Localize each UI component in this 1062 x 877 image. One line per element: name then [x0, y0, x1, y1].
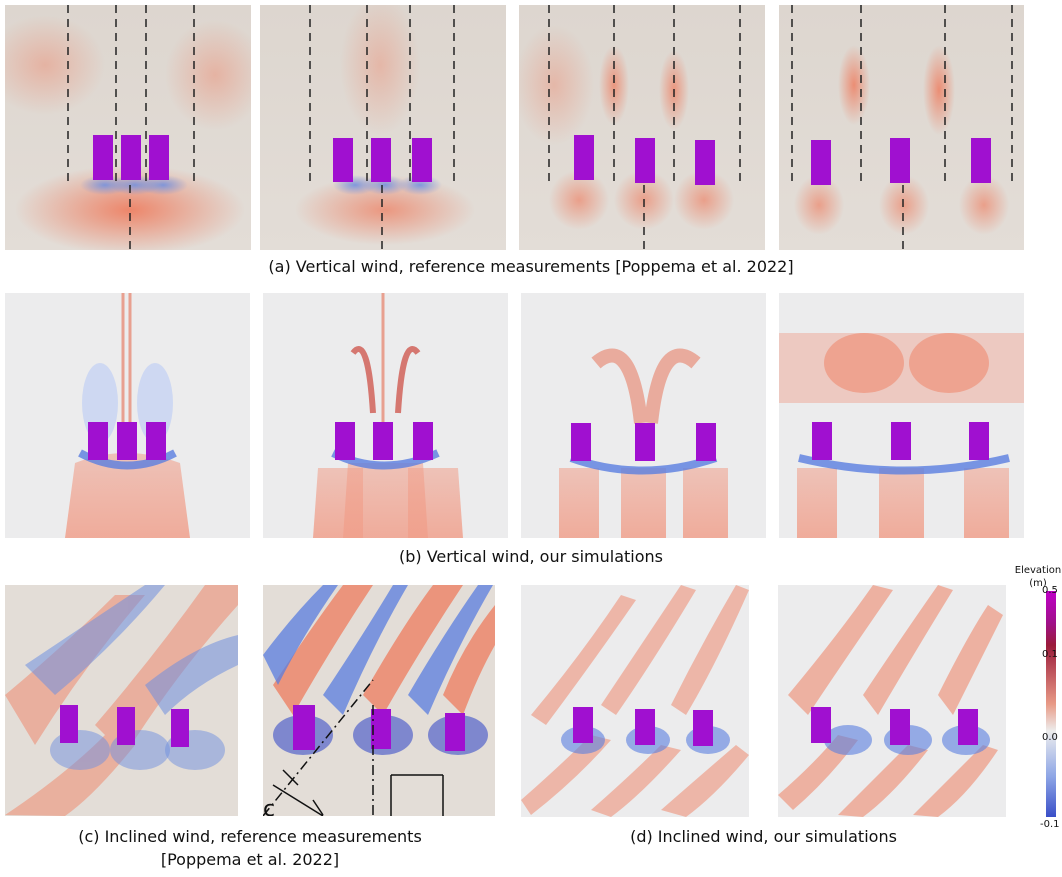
colorbar-tick-2: 0.0 [1042, 732, 1058, 743]
panel-a3 [519, 5, 765, 250]
panel-d2 [778, 585, 1006, 817]
caption-a: (a) Vertical wind, reference measurement… [268, 257, 794, 276]
caption-c-line1: (c) Inclined wind, reference measurement… [78, 827, 422, 846]
colorbar-tick-0: 0.5 [1042, 585, 1058, 596]
annotation-letter: c [263, 797, 275, 816]
colorbar [1046, 591, 1056, 817]
panel-a4 [779, 5, 1024, 250]
caption-c-line2: [Poppema et al. 2022] [160, 850, 340, 869]
caption-b: (b) Vertical wind, our simulations [398, 547, 664, 566]
panel-b3 [521, 293, 766, 538]
panel-b2 [263, 293, 508, 538]
panel-a2 [260, 5, 506, 250]
panel-b1 [5, 293, 250, 538]
colorbar-tick-3: -0.1 [1040, 819, 1060, 830]
panel-c2: c [263, 585, 495, 816]
colorbar-title-line1: Elevation [1014, 565, 1062, 576]
caption-d: (d) Inclined wind, our simulations [630, 827, 897, 846]
panel-c1 [5, 585, 238, 816]
colorbar-tick-1: 0.1 [1042, 649, 1058, 660]
panel-d1 [521, 585, 749, 817]
colorbar-title-line2: (m) [1029, 578, 1047, 589]
panel-a1 [5, 5, 251, 250]
panel-b4 [779, 293, 1024, 538]
